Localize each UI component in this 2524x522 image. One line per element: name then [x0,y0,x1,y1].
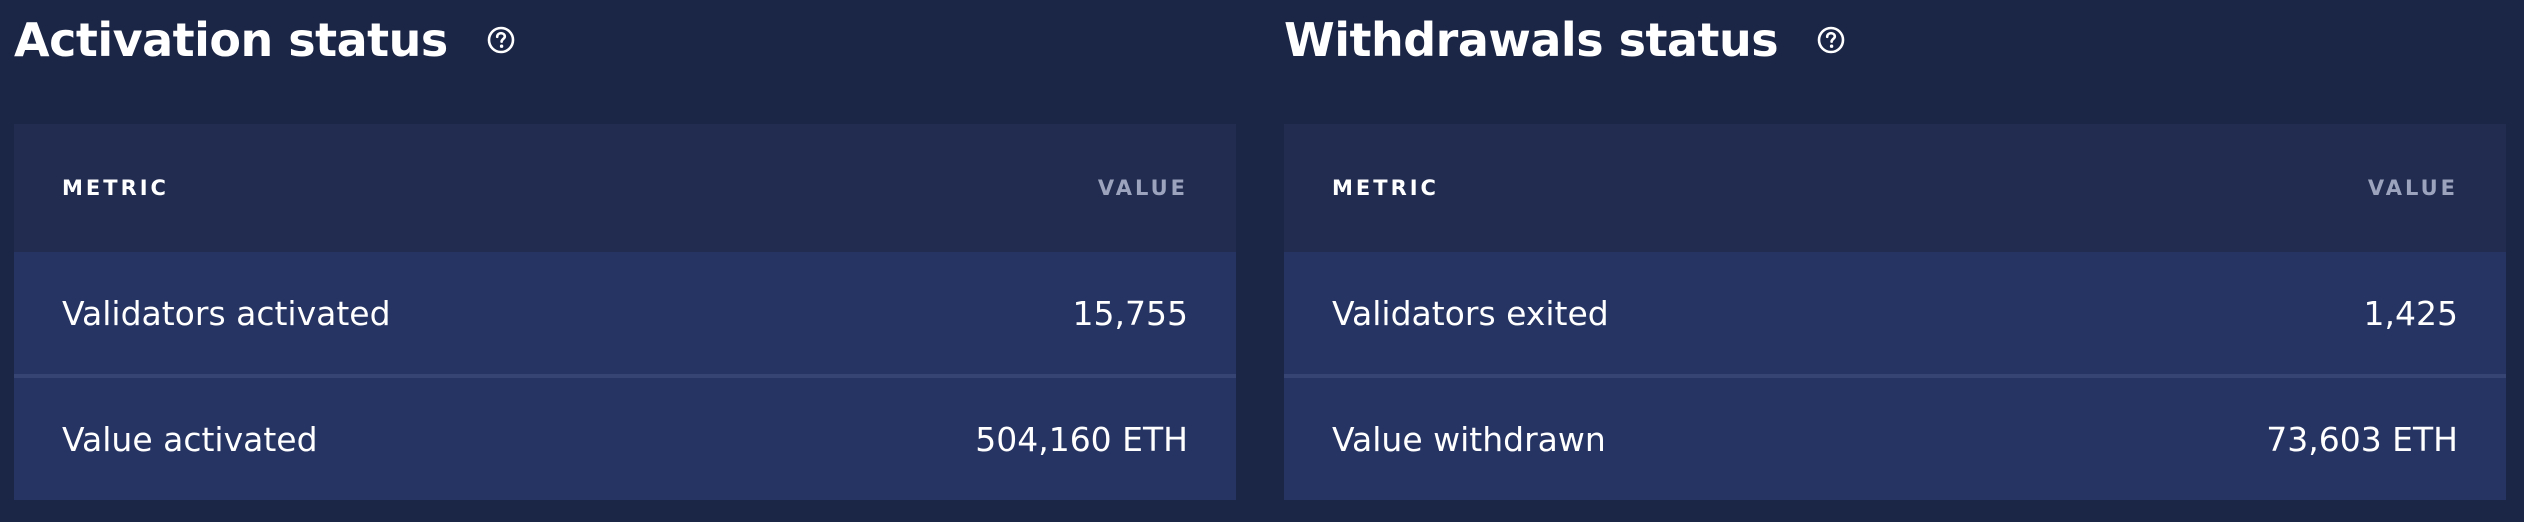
metric-column-header: METRIC [1332,176,1439,200]
metric-cell: Value activated [62,419,318,459]
value-column-header: VALUE [2367,176,2458,200]
value-cell: 1,425 [2363,293,2458,333]
table-row: Value activated 504,160 ETH [14,378,1236,500]
withdrawals-status-title: Withdrawals status [1284,13,1779,67]
table-header: METRIC VALUE [1284,124,2506,252]
metric-column-header: METRIC [62,176,169,200]
withdrawals-status-table: METRIC VALUE Validators exited 1,425 Val… [1284,124,2506,500]
table-row: Validators activated 15,755 [14,252,1236,374]
table-row: Validators exited 1,425 [1284,252,2506,374]
row-divider [1284,374,2506,378]
withdrawals-status-header: Withdrawals status [1284,0,2506,80]
activation-status-header: Activation status [14,0,1236,80]
activation-status-table: METRIC VALUE Validators activated 15,755… [14,124,1236,500]
question-circle-icon[interactable] [484,23,518,57]
value-cell: 504,160 ETH [975,419,1188,459]
activation-status-title: Activation status [14,13,448,67]
metric-cell: Value withdrawn [1332,419,1606,459]
metric-cell: Validators exited [1332,293,1609,333]
question-circle-icon[interactable] [1814,23,1848,57]
activation-status-panel: Activation status METRIC VALUE Validator… [14,0,1236,500]
withdrawals-status-panel: Withdrawals status METRIC VALUE Validato… [1284,0,2506,500]
value-column-header: VALUE [1097,176,1188,200]
row-divider [14,374,1236,378]
metric-cell: Validators activated [62,293,391,333]
value-cell: 15,755 [1072,293,1188,333]
value-cell: 73,603 ETH [2266,419,2458,459]
table-row: Value withdrawn 73,603 ETH [1284,378,2506,500]
table-header: METRIC VALUE [14,124,1236,252]
